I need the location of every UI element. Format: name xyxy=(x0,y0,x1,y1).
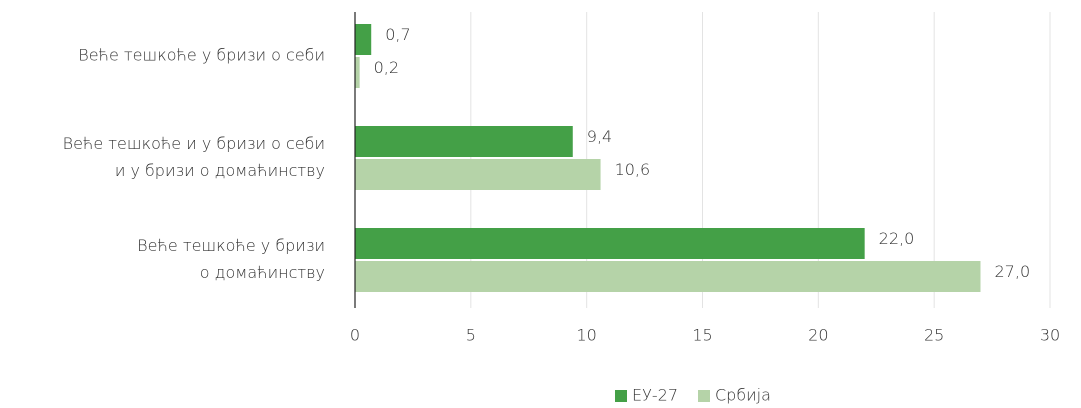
category-label: Веће тешкоће и у бризи о себи xyxy=(63,134,325,153)
x-tick-label: 30 xyxy=(1040,326,1060,345)
value-label: 10,6 xyxy=(615,160,651,179)
value-label: 27,0 xyxy=(995,262,1031,281)
category-label: о домаћинству xyxy=(200,263,325,282)
x-tick-label: 15 xyxy=(692,326,712,345)
bar xyxy=(355,228,865,259)
legend-label: Србија xyxy=(715,386,771,405)
legend-swatch xyxy=(698,390,710,402)
category-label: и у бризи о домаћинству xyxy=(115,161,325,180)
bar xyxy=(355,57,360,88)
x-tick-label: 20 xyxy=(808,326,828,345)
value-label: 9,4 xyxy=(587,127,612,146)
bar xyxy=(355,261,981,292)
legend-label: ЕУ-27 xyxy=(632,386,678,405)
bar xyxy=(355,24,372,55)
x-tick-label: 5 xyxy=(466,326,476,345)
x-tick-label: 10 xyxy=(576,326,596,345)
category-label: Веће тешкоће у бризи xyxy=(137,236,325,255)
x-tick-label: 0 xyxy=(350,326,360,345)
legend-swatch xyxy=(615,390,627,402)
x-tick-label: 25 xyxy=(924,326,944,345)
value-label: 22,0 xyxy=(879,229,915,248)
category-label: Веће тешкоће у бризи о себи xyxy=(78,46,325,65)
value-label: 0,7 xyxy=(385,25,410,44)
bar xyxy=(355,159,601,190)
value-label: 0,2 xyxy=(374,58,399,77)
bar xyxy=(355,126,573,157)
